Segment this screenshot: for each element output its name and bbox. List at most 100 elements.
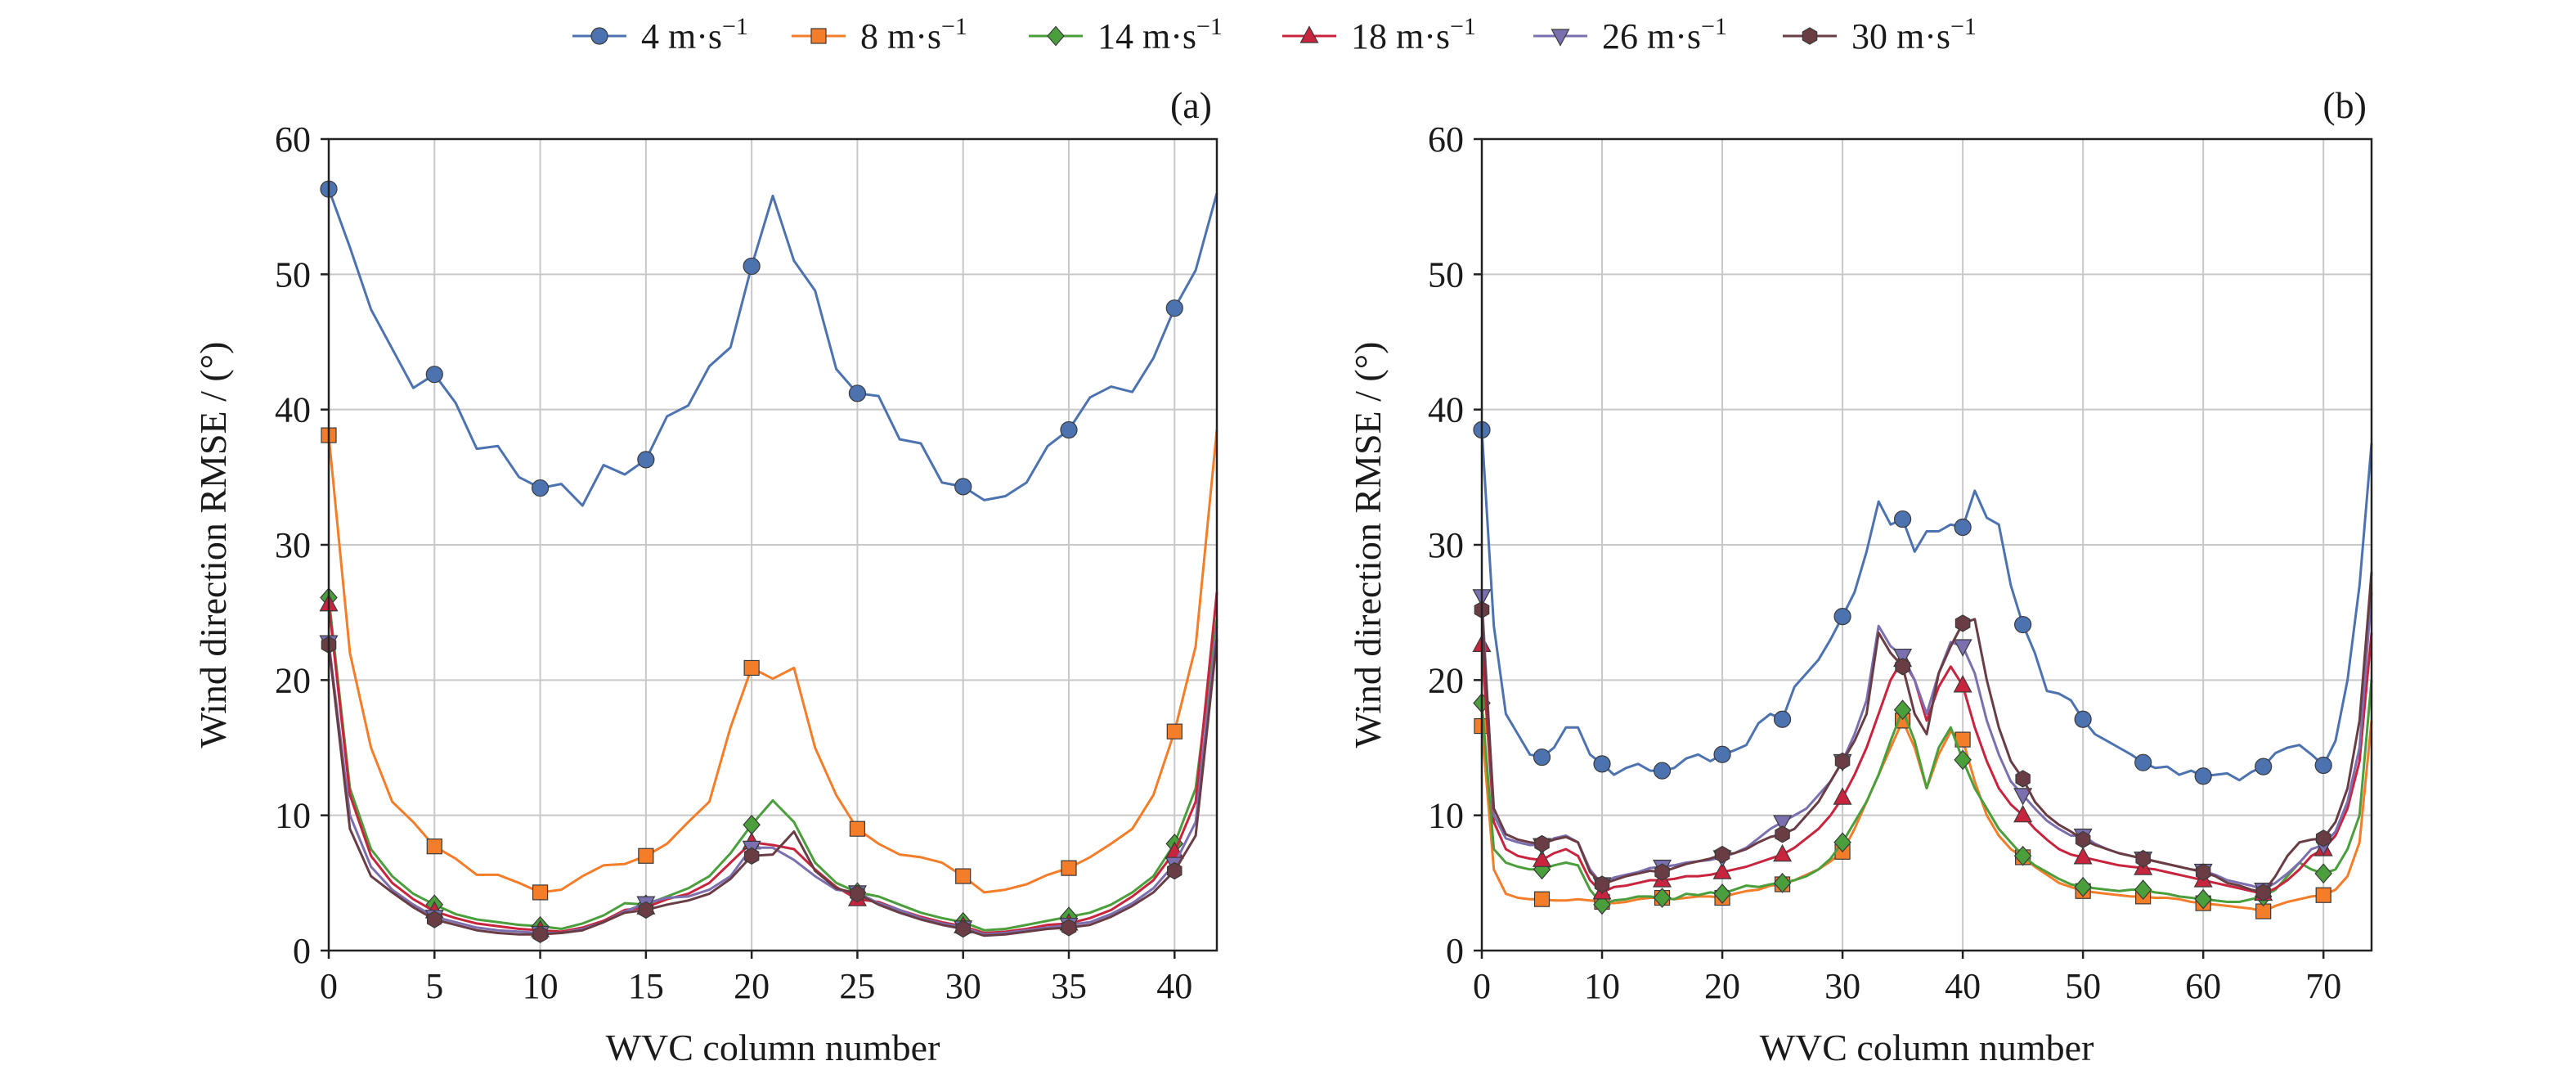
data-point-18-m-s-1 bbox=[1712, 861, 1732, 879]
data-point-14-m-s-1 bbox=[1713, 883, 1731, 904]
data-point-26-m-s-1 bbox=[1953, 639, 1972, 657]
x-tick-label: 20 bbox=[734, 966, 770, 1006]
data-point-8-m-s-1 bbox=[426, 838, 442, 855]
data-point-14-m-s-1 bbox=[1833, 832, 1851, 853]
x-tick-label: 0 bbox=[320, 966, 338, 1006]
panel-label: (a) bbox=[1170, 84, 1212, 126]
series-line-30-m-s-1 bbox=[327, 639, 1218, 937]
legend: 4 m·s−1 8 m·s−1 14 m·s−1 18 m·s−1 26 m·s−1 30… bbox=[572, 13, 1977, 56]
data-point-4-m-s-1 bbox=[1165, 299, 1183, 317]
legend-label: 4 m·s−1 bbox=[641, 13, 748, 56]
x-tick-label: 25 bbox=[839, 966, 875, 1006]
y-tick-label: 0 bbox=[293, 931, 311, 971]
x-axis-title: WVC column number bbox=[606, 1027, 940, 1068]
y-tick-label: 10 bbox=[275, 796, 311, 836]
axis-ticks: 0 10 20 30 40 50 60 70 0 10 20 30 40 50 60 bbox=[1428, 119, 2341, 1006]
y-tick-label: 40 bbox=[1428, 390, 1464, 430]
data-point-4-m-s-1 bbox=[1773, 710, 1792, 728]
legend-label-superscript: −1 bbox=[1701, 13, 1727, 40]
panel-a: 0 5 10 15 20 25 30 35 40 0 10 20 30 40 50 60 WVC column … bbox=[192, 84, 1218, 1068]
data-point-30-m-s-1 bbox=[1594, 875, 1610, 893]
x-tick-label: 40 bbox=[1945, 966, 1981, 1006]
data-point-26-m-s-1 bbox=[1893, 648, 1913, 667]
data-point-4-m-s-1 bbox=[2314, 756, 2332, 775]
panel-b: 0 10 20 30 40 50 60 70 0 10 20 30 40 50 60 WVC column n… bbox=[1347, 84, 2373, 1068]
data-point-18-m-s-1 bbox=[1833, 787, 1852, 805]
legend-label: 14 m·s−1 bbox=[1097, 13, 1223, 56]
legend-label-text: 26 m·s bbox=[1602, 16, 1701, 56]
data-point-4-m-s-1 bbox=[2134, 753, 2152, 771]
series-line-8-m-s-1 bbox=[327, 429, 1218, 894]
data-point-30-m-s-1 bbox=[1166, 861, 1183, 880]
data-point-30-m-s-1 bbox=[743, 847, 760, 865]
legend-circle-marker bbox=[590, 27, 608, 45]
data-point-30-m-s-1 bbox=[426, 910, 442, 928]
data-point-8-m-s-1 bbox=[1533, 891, 1551, 907]
data-point-30-m-s-1 bbox=[2195, 863, 2211, 881]
data-point-4-m-s-1 bbox=[425, 366, 443, 384]
legend-item-1: 4 m·s−1 bbox=[572, 13, 748, 56]
data-point-8-m-s-1 bbox=[2315, 887, 2331, 903]
y-axis-title: Wind direction RMSE / (°) bbox=[1347, 342, 1389, 749]
x-axis-title: WVC column number bbox=[1760, 1027, 2094, 1068]
data-point-4-m-s-1 bbox=[2014, 615, 2032, 634]
data-point-4-m-s-1 bbox=[1833, 608, 1851, 626]
data-point-8-m-s-1 bbox=[1061, 860, 1077, 876]
data-point-26-m-s-1 bbox=[1773, 815, 1793, 833]
legend-label-text: 4 m·s bbox=[641, 16, 722, 56]
data-point-4-m-s-1 bbox=[637, 451, 655, 469]
legend-item-5: 26 m·s−1 bbox=[1533, 13, 1727, 56]
series-line-4-m-s-1 bbox=[327, 188, 1218, 507]
data-point-4-m-s-1 bbox=[848, 384, 867, 402]
x-tick-label: 50 bbox=[2065, 966, 2101, 1006]
legend-item-6: 30 m·s−1 bbox=[1783, 13, 1977, 56]
data-point-4-m-s-1 bbox=[954, 478, 972, 496]
data-point-14-m-s-1 bbox=[1653, 888, 1672, 908]
series-group bbox=[1472, 420, 2373, 919]
gridlines bbox=[328, 138, 1217, 951]
data-point-30-m-s-1 bbox=[2135, 849, 2151, 868]
data-point-8-m-s-1 bbox=[849, 820, 866, 837]
data-point-14-m-s-1 bbox=[1593, 894, 1611, 915]
legend-label-text: 30 m·s bbox=[1851, 16, 1950, 56]
x-tick-label: 15 bbox=[628, 966, 664, 1006]
data-point-30-m-s-1 bbox=[955, 919, 972, 938]
data-point-4-m-s-1 bbox=[531, 479, 550, 497]
x-tick-label: 60 bbox=[2185, 966, 2221, 1006]
data-point-4-m-s-1 bbox=[2255, 758, 2273, 776]
data-point-4-m-s-1 bbox=[1533, 748, 1551, 767]
legend-label-text: 14 m·s bbox=[1097, 16, 1196, 56]
data-point-14-m-s-1 bbox=[1893, 699, 1912, 721]
series-line-4-m-s-1 bbox=[1480, 429, 2373, 782]
data-point-4-m-s-1 bbox=[2194, 767, 2212, 785]
data-point-14-m-s-1 bbox=[2074, 876, 2092, 897]
data-point-14-m-s-1 bbox=[1954, 749, 1972, 771]
data-point-14-m-s-1 bbox=[2013, 845, 2032, 866]
data-point-4-m-s-1 bbox=[1713, 745, 1731, 763]
data-point-30-m-s-1 bbox=[532, 925, 548, 943]
legend-label: 30 m·s−1 bbox=[1851, 13, 1977, 56]
data-point-30-m-s-1 bbox=[2315, 829, 2331, 847]
series-line-26-m-s-1 bbox=[1480, 591, 2373, 892]
legend-label-superscript: −1 bbox=[1450, 13, 1476, 40]
data-point-30-m-s-1 bbox=[1534, 834, 1550, 853]
data-point-4-m-s-1 bbox=[1954, 518, 1972, 537]
y-tick-label: 50 bbox=[1428, 254, 1464, 294]
legend-item-2: 8 m·s−1 bbox=[792, 13, 967, 56]
x-tick-label: 30 bbox=[945, 966, 981, 1006]
data-point-8-m-s-1 bbox=[1166, 723, 1183, 740]
series-line-18-m-s-1 bbox=[327, 591, 1218, 934]
legend-label: 26 m·s−1 bbox=[1602, 13, 1727, 56]
y-axis-title: Wind direction RMSE / (°) bbox=[192, 342, 234, 749]
data-point-30-m-s-1 bbox=[1714, 845, 1730, 864]
x-tick-label: 10 bbox=[1584, 966, 1620, 1006]
legend-triangle-up-marker bbox=[1299, 25, 1319, 43]
y-tick-label: 10 bbox=[1428, 796, 1464, 836]
legend-label-superscript: −1 bbox=[1196, 13, 1223, 40]
data-point-30-m-s-1 bbox=[638, 901, 654, 919]
data-point-30-m-s-1 bbox=[1834, 752, 1851, 771]
data-point-18-m-s-1 bbox=[1533, 849, 1552, 867]
y-tick-label: 0 bbox=[1446, 931, 1464, 971]
legend-label-superscript: −1 bbox=[1950, 13, 1977, 40]
